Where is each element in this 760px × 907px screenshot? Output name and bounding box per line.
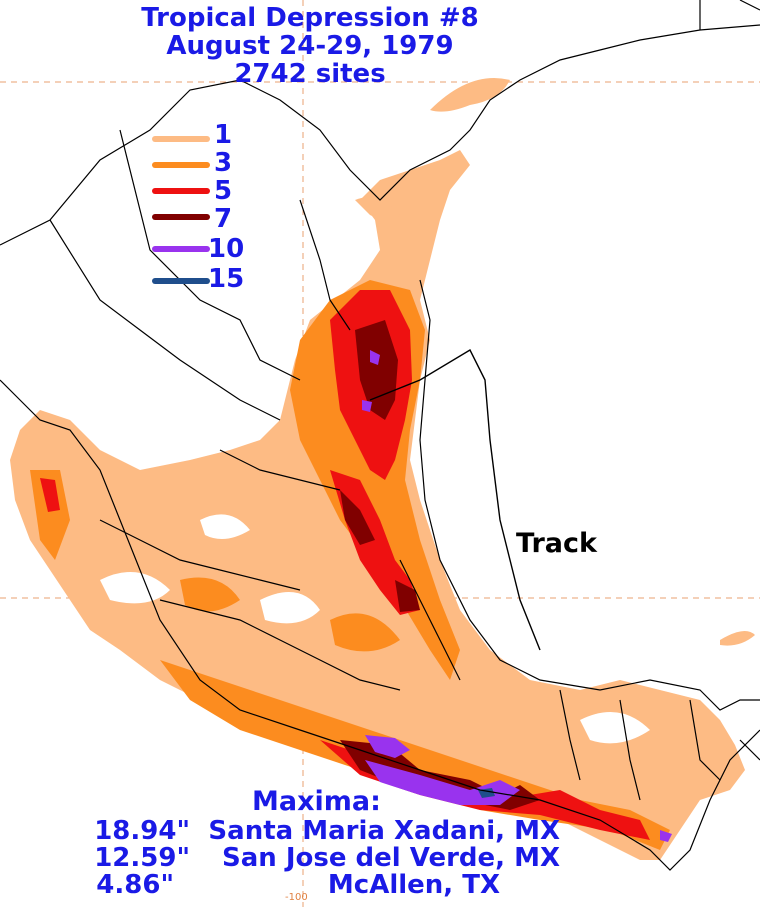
legend-label-1: 1 (214, 120, 233, 150)
maxima-value: 4.86" (96, 870, 174, 900)
storm-track-line (369, 349, 541, 651)
legend-swatch-5 (152, 188, 210, 194)
legend-label-5: 5 (214, 176, 233, 206)
map-title-line1: Tropical Depression #8 (141, 3, 479, 33)
maxima-place: Santa Maria Xadani, MX (208, 816, 560, 846)
legend-label-3: 3 (214, 148, 233, 178)
maxima-row-3: 4.86" McAllen, TX (60, 870, 560, 900)
map-title-line3: 2742 sites (234, 59, 386, 89)
legend-swatch-1 (152, 136, 210, 142)
maxima-row-1: 18.94" Santa Maria Xadani, MX (60, 816, 560, 846)
legend-swatch-3 (152, 162, 210, 168)
legend-swatch-15 (152, 278, 210, 284)
map-title-line2: August 24-29, 1979 (166, 31, 454, 61)
map-boundaries (0, 0, 760, 871)
legend-label-15: 15 (208, 264, 245, 294)
legend-label-10: 10 (208, 234, 245, 264)
legend-swatch-7 (152, 214, 210, 220)
legend-swatch-10 (152, 246, 210, 252)
maxima-title: Maxima: (252, 786, 381, 817)
maxima-place: McAllen, TX (327, 870, 500, 900)
rain-gaps (100, 514, 650, 744)
maxima-value: 12.59" (94, 843, 190, 873)
maxima-row-2: 12.59" San Jose del Verde, MX (60, 843, 560, 873)
track-label: Track (516, 528, 597, 559)
maxima-place: San Jose del Verde, MX (222, 843, 560, 873)
longitude-tick-label: -100 (285, 892, 308, 903)
maxima-value: 18.94" (94, 816, 190, 846)
legend-label-7: 7 (214, 204, 233, 234)
